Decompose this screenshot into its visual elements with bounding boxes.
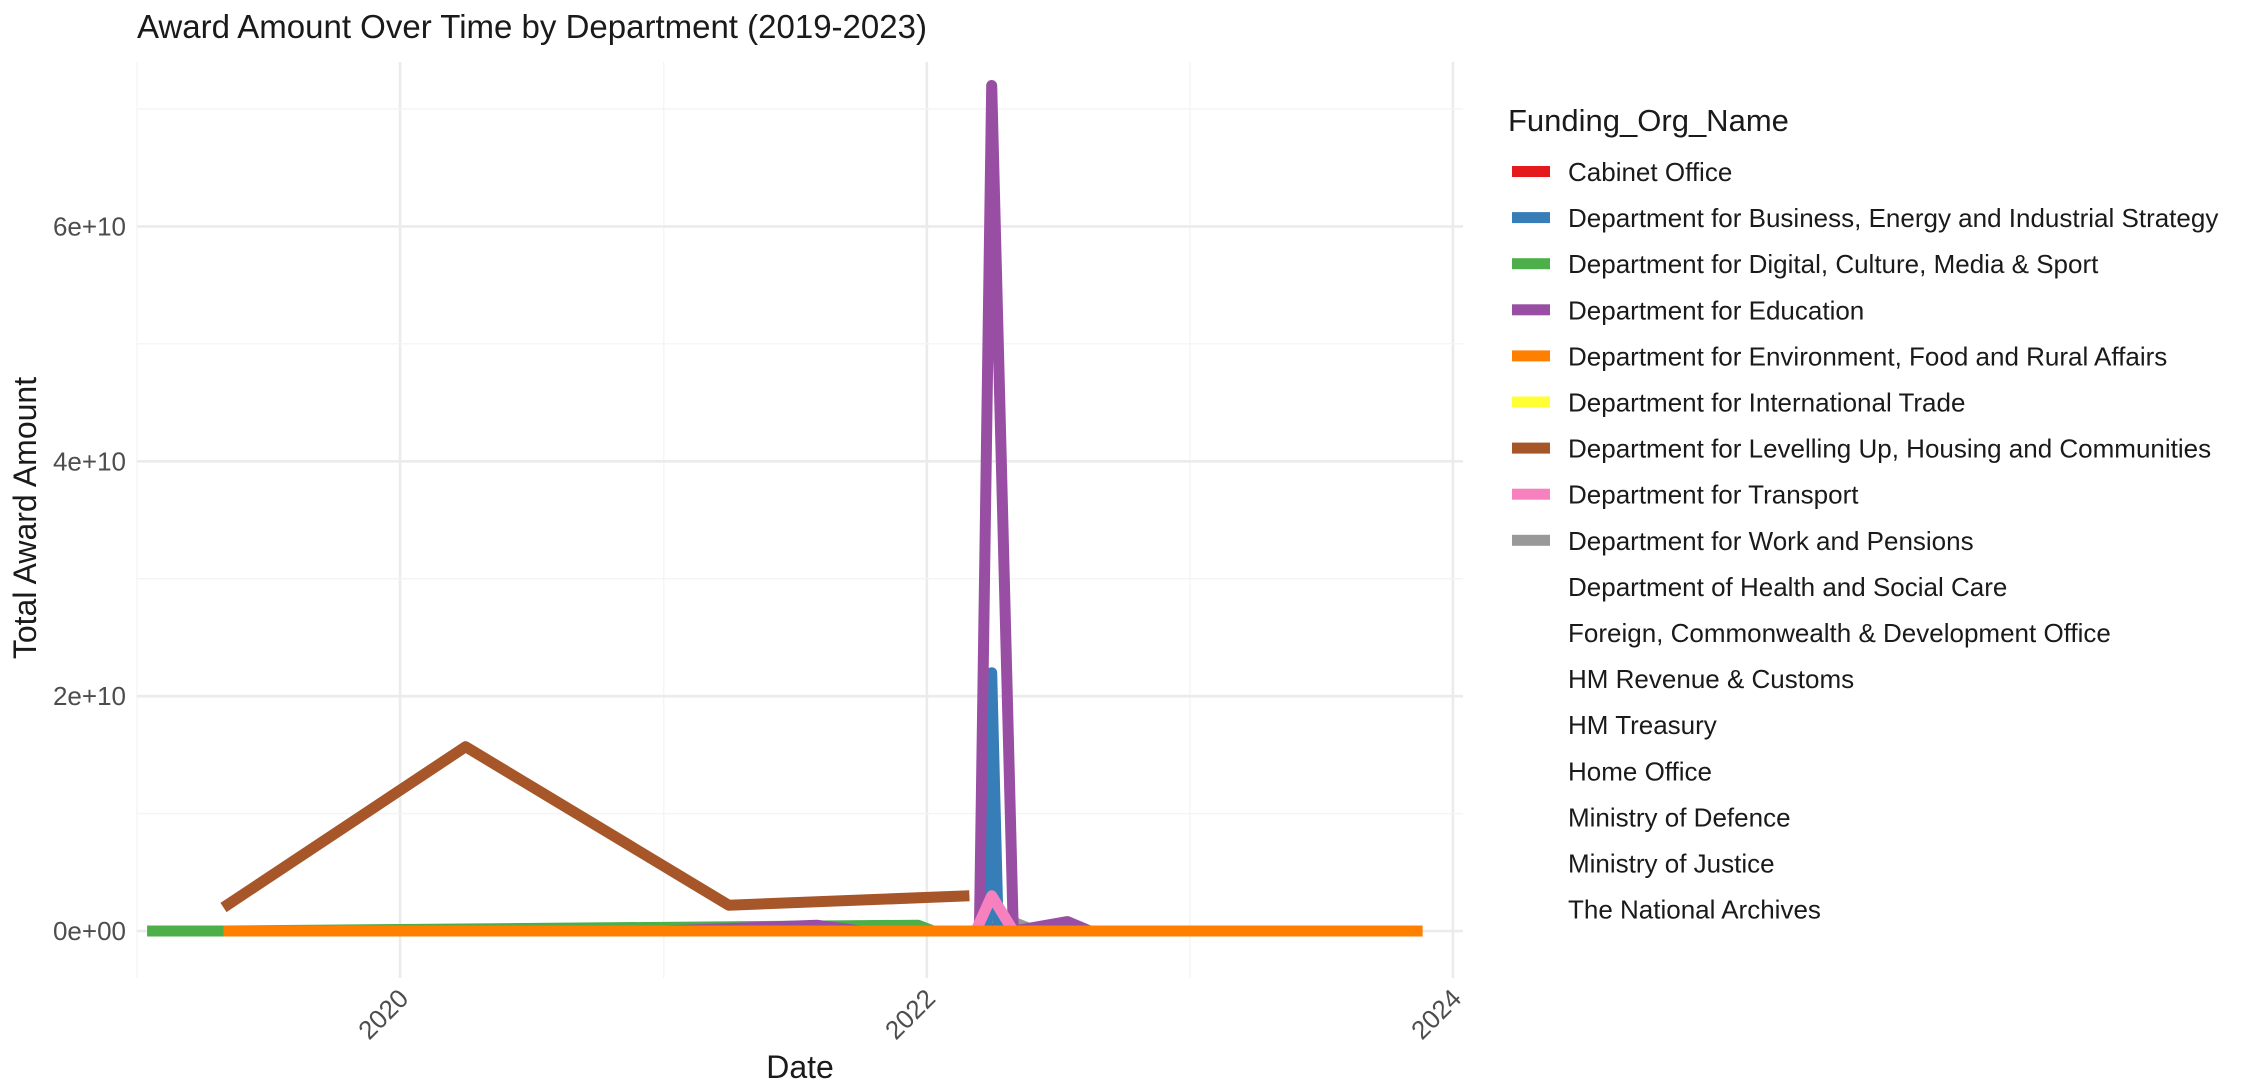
legend-label: The National Archives bbox=[1568, 895, 1821, 925]
gridlines bbox=[136, 62, 1463, 978]
y-tick-label: 2e+10 bbox=[53, 681, 126, 711]
legend-label: Ministry of Justice bbox=[1568, 849, 1775, 879]
x-tick-label: 2024 bbox=[1405, 983, 1467, 1045]
y-tick-label: 0e+00 bbox=[53, 916, 126, 946]
legend-label: Department for International Trade bbox=[1568, 388, 1965, 418]
series-line bbox=[981, 667, 1004, 932]
legend: Funding_Org_Name Cabinet Office Departmen… bbox=[1508, 103, 2218, 925]
legend-swatch bbox=[1512, 166, 1550, 177]
y-axis-ticks: 0e+00 2e+10 4e+10 6e+10 bbox=[53, 211, 126, 946]
legend-swatch bbox=[1512, 488, 1550, 500]
legend-swatch bbox=[1512, 442, 1550, 454]
series-line bbox=[220, 741, 970, 913]
legend-label: Department for Levelling Up, Housing and… bbox=[1568, 434, 2211, 464]
legend-label: Department of Health and Social Care bbox=[1568, 572, 2007, 602]
chart-title: Award Amount Over Time by Department (20… bbox=[137, 8, 927, 45]
x-axis-ticks: 2020 2022 2024 bbox=[352, 983, 1467, 1045]
x-axis-title: Date bbox=[766, 1049, 834, 1085]
series-lines bbox=[147, 80, 1423, 937]
legend-title: Funding_Org_Name bbox=[1508, 103, 1789, 138]
legend-swatch bbox=[1512, 304, 1550, 316]
x-tick-label: 2022 bbox=[879, 983, 941, 1045]
legend-label: Department for Environment, Food and Rur… bbox=[1568, 341, 2167, 371]
legend-label: Department for Education bbox=[1568, 295, 1864, 325]
legend-swatch bbox=[1512, 350, 1550, 362]
y-tick-label: 6e+10 bbox=[53, 211, 126, 241]
legend-label: Department for Business, Energy and Indu… bbox=[1568, 203, 2218, 233]
legend-label: HM Treasury bbox=[1568, 710, 1717, 740]
legend-swatch bbox=[1512, 258, 1550, 270]
y-axis-title: Total Award Amount bbox=[7, 377, 43, 659]
legend-swatch bbox=[1512, 396, 1550, 408]
legend-swatch bbox=[1512, 534, 1550, 546]
x-tick-label: 2020 bbox=[352, 983, 414, 1045]
legend-label: Ministry of Defence bbox=[1568, 802, 1791, 832]
legend-label: Home Office bbox=[1568, 756, 1712, 786]
legend-label: Foreign, Commonwealth & Development Offi… bbox=[1568, 618, 2111, 648]
legend-label: Department for Digital, Culture, Media &… bbox=[1568, 249, 2099, 279]
y-tick-label: 4e+10 bbox=[53, 446, 126, 476]
legend-label: Department for Transport bbox=[1568, 480, 1859, 510]
legend-label: Department for Work and Pensions bbox=[1568, 526, 1974, 556]
legend-label: Cabinet Office bbox=[1568, 157, 1732, 187]
legend-swatch bbox=[1512, 212, 1550, 224]
series-line bbox=[663, 80, 1092, 937]
legend-label: HM Revenue & Customs bbox=[1568, 664, 1854, 694]
legend-entries: Cabinet Office Department for Business, E… bbox=[1512, 157, 2218, 925]
